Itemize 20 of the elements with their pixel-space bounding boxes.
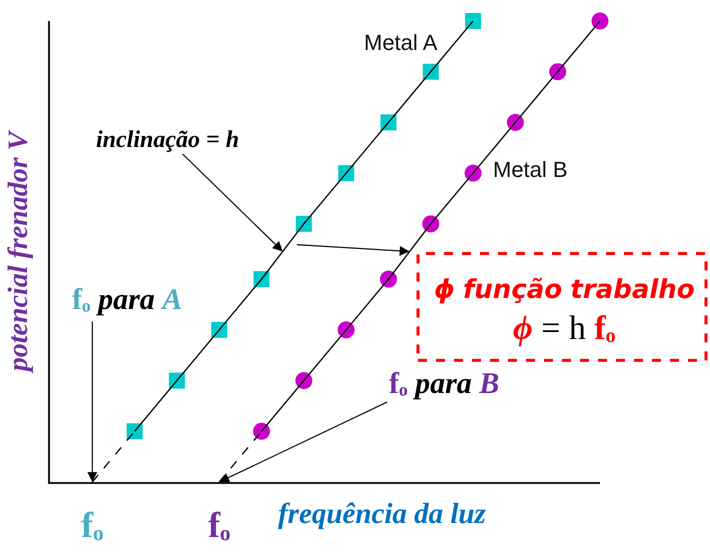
point — [126, 423, 143, 440]
x-tick-label: fₒ — [81, 505, 104, 546]
series-label: Metal A — [364, 30, 438, 55]
annotation: ϕ = h fₒ — [513, 310, 616, 347]
point — [253, 422, 270, 440]
annotation: inclinação = h — [96, 127, 240, 153]
y-axis-title: potencial frenador V — [3, 129, 34, 374]
series-label: Metal B — [493, 157, 568, 182]
point — [338, 321, 355, 338]
point — [592, 12, 608, 30]
x-axis-title: frequência da luz — [278, 498, 487, 530]
x-tick-label: fₒ — [208, 505, 230, 546]
point — [295, 372, 312, 390]
annotation: fₒ para A — [72, 283, 182, 316]
point — [465, 13, 482, 29]
annotation: fₒ para B — [389, 367, 500, 400]
annotation: ϕ função trabalho — [434, 275, 695, 305]
point — [464, 164, 482, 182]
point — [506, 114, 524, 131]
point — [380, 270, 397, 288]
